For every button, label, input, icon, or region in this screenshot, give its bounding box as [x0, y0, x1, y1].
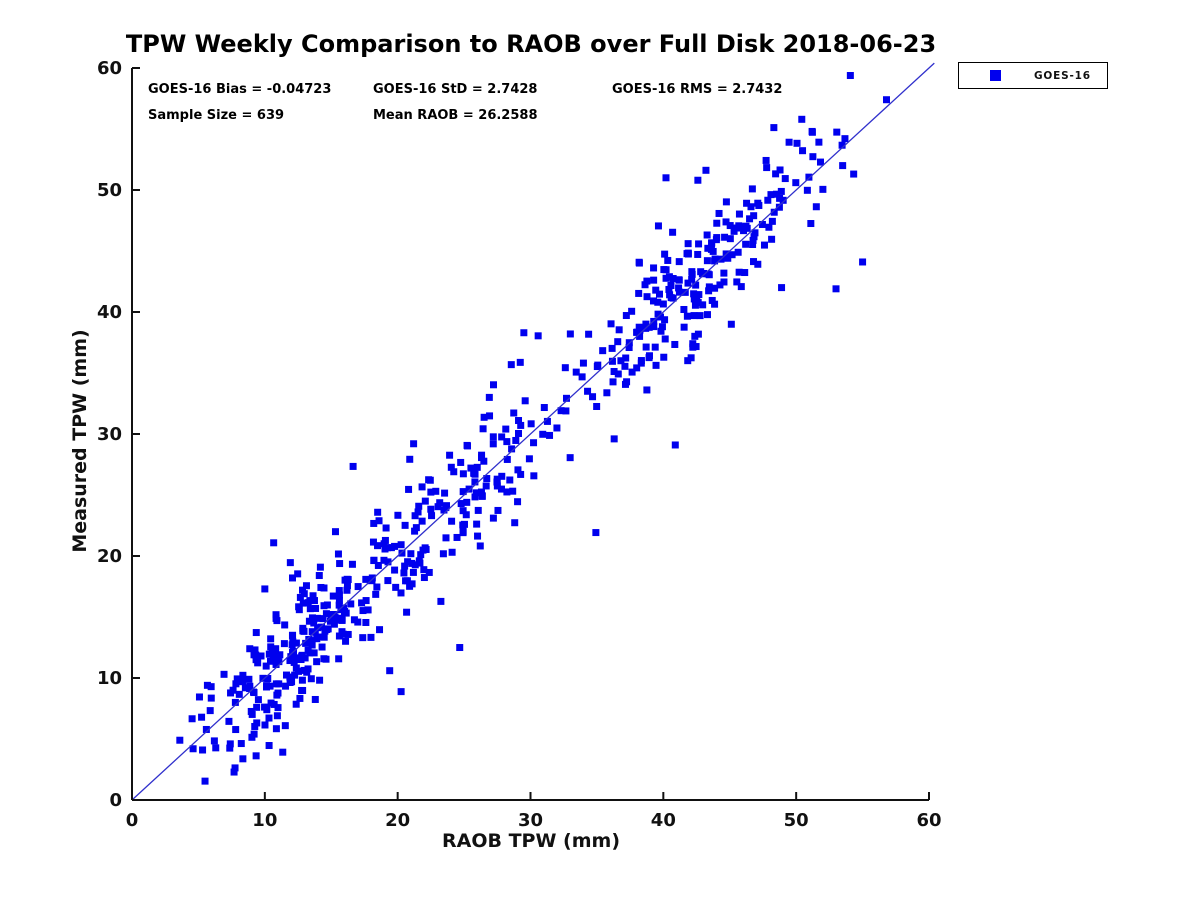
svg-text:40: 40 — [97, 302, 122, 323]
stat-std: GOES-16 StD = 2.7428 — [373, 82, 538, 97]
legend-label: GOES-16 — [1034, 69, 1091, 82]
legend: GOES-16 — [958, 62, 1108, 89]
stat-mean-raob: Mean RAOB = 26.2588 — [373, 108, 538, 123]
stat-rms: GOES-16 RMS = 2.7432 — [612, 82, 783, 97]
svg-text:0: 0 — [126, 810, 139, 831]
identity-line — [131, 62, 935, 801]
chart-title: TPW Weekly Comparison to RAOB over Full … — [125, 30, 937, 58]
x-axis-label: RAOB TPW (mm) — [441, 830, 621, 852]
svg-text:60: 60 — [916, 810, 941, 831]
scatter-points — [176, 72, 890, 785]
svg-text:30: 30 — [518, 810, 543, 831]
legend-marker-square — [990, 70, 1001, 81]
stat-bias: GOES-16 Bias = -0.04723 — [148, 82, 332, 97]
svg-text:30: 30 — [97, 424, 122, 445]
svg-text:10: 10 — [97, 668, 122, 689]
axes-layer — [131, 67, 930, 801]
y-axis-label: Measured TPW (mm) — [69, 329, 91, 553]
svg-text:20: 20 — [97, 546, 122, 567]
svg-text:40: 40 — [651, 810, 676, 831]
tick-labels: 0 10 20 30 40 50 60 0 10 20 30 40 50 60 — [97, 58, 942, 831]
svg-text:0: 0 — [109, 790, 122, 811]
svg-text:50: 50 — [784, 810, 809, 831]
svg-text:10: 10 — [252, 810, 277, 831]
svg-text:60: 60 — [97, 58, 122, 79]
svg-text:20: 20 — [385, 810, 410, 831]
stat-sample-size: Sample Size = 639 — [148, 108, 285, 123]
svg-text:50: 50 — [97, 180, 122, 201]
